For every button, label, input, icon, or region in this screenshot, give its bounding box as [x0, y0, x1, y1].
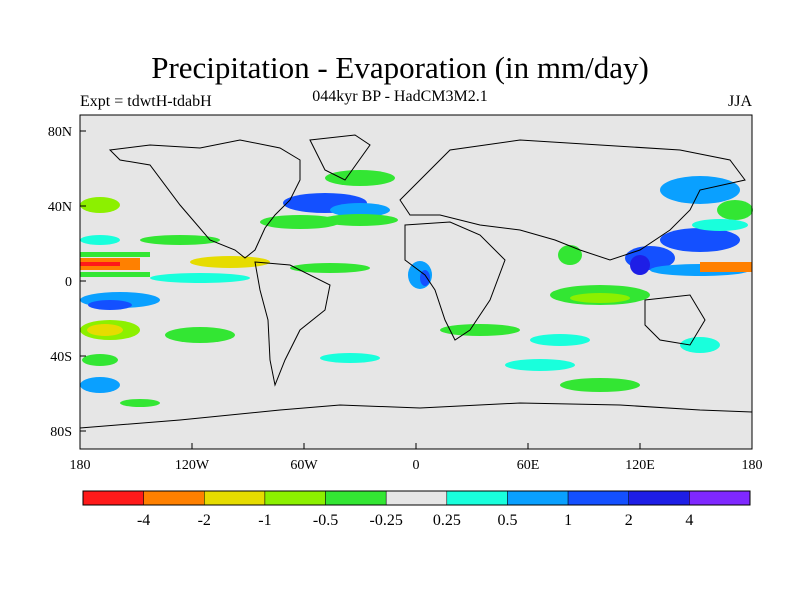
lon-label: 180 — [742, 458, 763, 473]
colorbar-swatch — [325, 490, 387, 506]
colorbar-swatch — [204, 490, 266, 506]
lat-label: 0 — [65, 275, 72, 290]
anomaly-patch — [560, 378, 640, 392]
anomaly-patch — [505, 359, 575, 371]
colorbar-frame — [82, 490, 751, 506]
lon-label: 120E — [625, 458, 655, 473]
colorbar-swatch — [385, 490, 448, 506]
anomaly-patch — [120, 399, 160, 407]
anomaly-patch — [260, 215, 340, 229]
colorbar-swatch — [507, 490, 569, 506]
anomaly-patch — [660, 228, 740, 252]
lat-label: 40N — [48, 200, 72, 215]
lon-label: 180 — [70, 458, 91, 473]
lon-label: 0 — [413, 458, 420, 473]
anomaly-patch — [190, 256, 270, 268]
anomaly-patch — [322, 214, 398, 226]
anomaly-patch — [680, 337, 720, 353]
colorbar-label: 1 — [564, 512, 572, 529]
coastline — [399, 139, 746, 261]
anomaly-patch — [700, 262, 752, 272]
coastline — [309, 134, 371, 181]
anomaly-patch — [165, 327, 235, 343]
anomaly-patch — [290, 263, 370, 273]
colorbar-label: -1 — [258, 512, 271, 529]
lon-label: 60E — [517, 458, 540, 473]
colorbar-swatch — [264, 490, 326, 506]
tick-marks — [80, 130, 641, 449]
colorbar-swatch — [143, 490, 205, 506]
anomaly-patch — [87, 324, 123, 336]
anomaly-patch — [530, 334, 590, 346]
coastlines — [79, 134, 753, 429]
colorbar-label: 0.5 — [497, 512, 517, 529]
experiment-label: Expt = tdwtH-tdabH — [80, 93, 212, 110]
anomaly-patch — [570, 293, 630, 303]
colorbar-swatch — [446, 490, 508, 506]
page-title: Precipitation - Evaporation (in mm/day) — [151, 50, 649, 85]
colorbar-label: 2 — [625, 512, 633, 529]
anomaly-patch — [80, 197, 120, 213]
colorbar: -4 -2 -1 -0.5 -0.25 0.25 0.5 1 2 4 — [82, 490, 751, 529]
coastline — [79, 402, 753, 429]
anomaly-patch — [150, 273, 250, 283]
colorbar-swatch — [628, 490, 690, 506]
lat-label: 80S — [50, 425, 72, 440]
colorbar-swatches — [82, 490, 751, 506]
anomaly-patch — [80, 262, 120, 266]
colorbar-swatch — [689, 490, 751, 506]
map-panel: 80N 40N 0 40S 80S 180 120W 60W 0 60E 120… — [48, 114, 763, 473]
anomaly-patch — [80, 235, 120, 245]
anomaly-patch — [82, 354, 118, 366]
colorbar-swatch — [567, 490, 629, 506]
anomaly-patch — [692, 219, 748, 231]
colorbar-label: 0.25 — [433, 512, 461, 529]
coastline — [254, 261, 331, 387]
lon-labels: 180 120W 60W 0 60E 120E 180 — [70, 458, 763, 473]
colorbar-label: -2 — [198, 512, 211, 529]
anomaly-patch — [420, 270, 430, 286]
lat-label: 40S — [50, 350, 72, 365]
coastline — [108, 139, 301, 259]
lon-label: 60W — [290, 458, 318, 473]
anomaly-patch — [558, 245, 582, 265]
anomaly-patch — [440, 324, 520, 336]
anomaly-patch — [140, 235, 220, 245]
anomaly-patch — [325, 170, 395, 186]
coastline — [644, 294, 706, 346]
anomaly-patch — [88, 300, 132, 310]
colorbar-labels: -4 -2 -1 -0.5 -0.25 0.25 0.5 1 2 4 — [137, 512, 693, 529]
colorbar-swatch — [82, 490, 144, 506]
lon-label: 120W — [175, 458, 210, 473]
season-label: JJA — [727, 93, 752, 110]
map-subtitle: 044kyr BP - HadCM3M2.1 — [312, 88, 488, 105]
anomaly-patch — [330, 203, 390, 217]
colorbar-label: -0.25 — [370, 512, 403, 529]
anomaly-patch — [80, 272, 150, 277]
colorbar-label: -4 — [137, 512, 150, 529]
colorbar-label: -0.5 — [313, 512, 338, 529]
anomaly-patch — [80, 377, 120, 393]
anomaly-patch — [630, 255, 650, 275]
anomaly-patch — [320, 353, 380, 363]
lat-labels: 80N 40N 0 40S 80S — [48, 125, 72, 440]
anomaly-patch — [80, 252, 150, 257]
anomaly-patches — [80, 170, 753, 407]
anomaly-patch — [717, 200, 753, 220]
coastline — [404, 221, 506, 341]
lat-label: 80N — [48, 125, 72, 140]
colorbar-label: 4 — [685, 512, 693, 529]
